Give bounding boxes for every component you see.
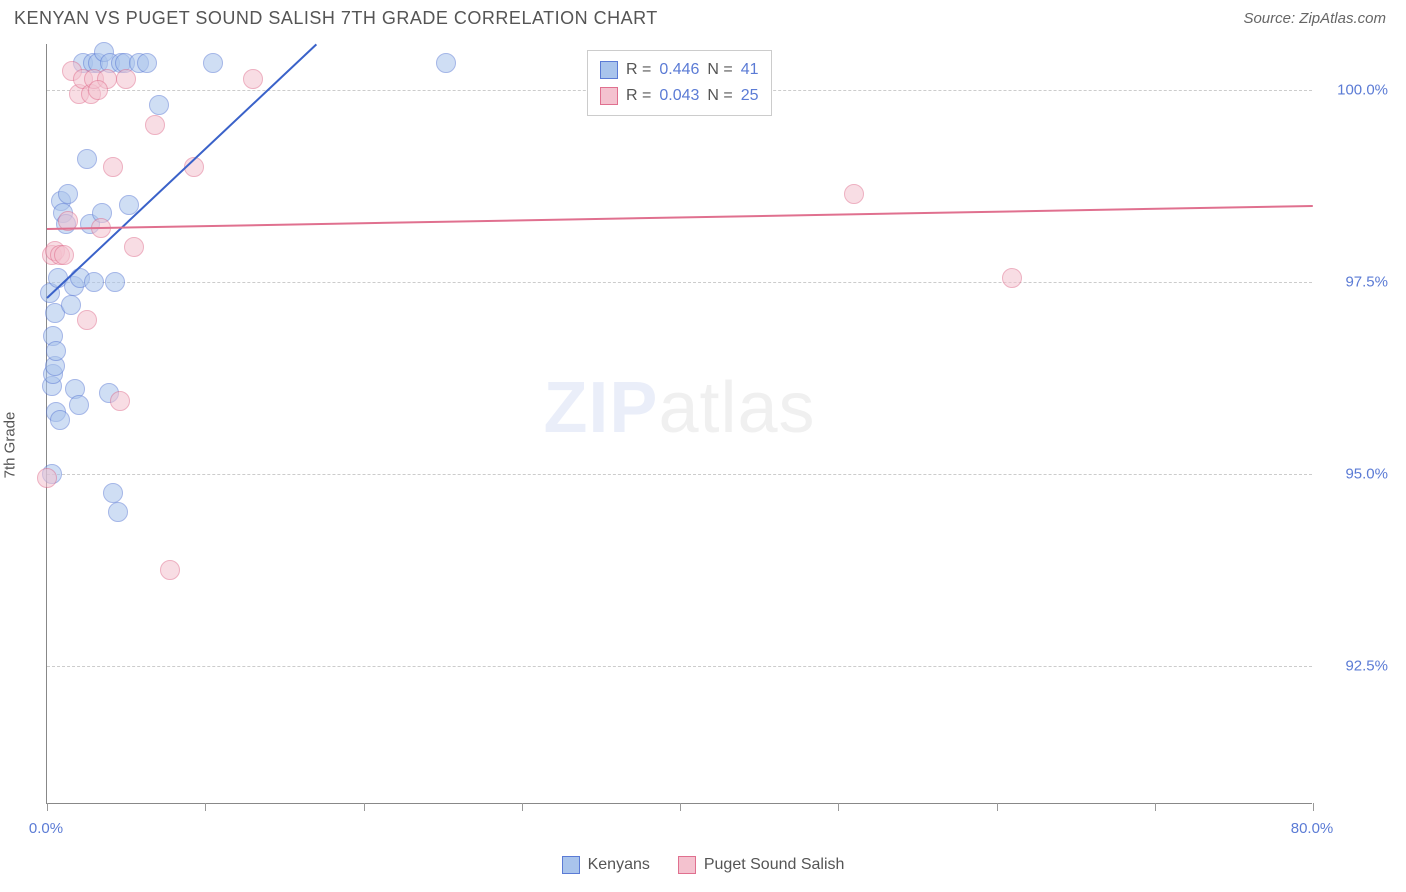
y-tick-label: 92.5% [1320,657,1388,674]
y-tick-label: 100.0% [1320,82,1388,99]
gridline [47,666,1312,667]
stats-label: R = [626,87,651,105]
stats-r-value: 0.043 [659,87,699,105]
x-tick-label: 80.0% [1291,820,1334,837]
data-point [436,53,456,73]
source-label: Source: ZipAtlas.com [1243,10,1386,27]
stats-n-value: 25 [741,87,759,105]
x-tick [47,803,48,811]
x-tick-label: 0.0% [29,820,63,837]
data-point [243,69,263,89]
gridline [47,282,1312,283]
data-point [50,410,70,430]
legend-swatch [600,61,618,79]
stats-n-value: 41 [741,61,759,79]
x-tick [364,803,365,811]
data-point [46,341,66,361]
data-point [116,69,136,89]
chart-container: 7th Grade ZIPatlas 92.5%95.0%97.5%100.0%… [14,44,1392,846]
stats-row: R = 0.446 N = 41 [600,57,759,83]
data-point [844,184,864,204]
data-point [149,95,169,115]
data-point [88,80,108,100]
y-axis-label: 7th Grade [2,412,19,479]
trend-line [47,205,1313,230]
data-point [58,184,78,204]
data-point [84,272,104,292]
x-tick [838,803,839,811]
data-point [203,53,223,73]
x-tick [1313,803,1314,811]
legend-swatch [678,856,696,874]
data-point [110,391,130,411]
data-point [69,395,89,415]
data-point [61,295,81,315]
legend-swatch [600,87,618,105]
gridline [47,474,1312,475]
legend: Kenyans Puget Sound Salish [14,856,1392,874]
data-point [124,237,144,257]
data-point [77,310,97,330]
stats-label: N = [707,87,732,105]
watermark: ZIPatlas [543,367,815,449]
x-tick [1155,803,1156,811]
legend-item: Puget Sound Salish [678,856,845,874]
data-point [145,115,165,135]
legend-item: Kenyans [562,856,650,874]
data-point [37,468,57,488]
x-tick [997,803,998,811]
stats-row: R = 0.043 N = 25 [600,83,759,109]
y-tick-label: 97.5% [1320,273,1388,290]
data-point [77,149,97,169]
data-point [103,157,123,177]
stats-label: R = [626,61,651,79]
data-point [108,502,128,522]
y-tick-label: 95.0% [1320,465,1388,482]
stats-box: R = 0.446 N = 41 R = 0.043 N = 25 [587,50,772,116]
x-tick [205,803,206,811]
data-point [160,560,180,580]
plot-area: ZIPatlas 92.5%95.0%97.5%100.0% R = 0.446… [46,44,1312,804]
data-point [103,483,123,503]
data-point [1002,268,1022,288]
stats-label: N = [707,61,732,79]
legend-label: Puget Sound Salish [704,856,845,874]
data-point [105,272,125,292]
legend-swatch [562,856,580,874]
stats-r-value: 0.446 [659,61,699,79]
data-point [137,53,157,73]
data-point [54,245,74,265]
chart-title: KENYAN VS PUGET SOUND SALISH 7TH GRADE C… [14,8,658,29]
x-tick [522,803,523,811]
x-tick [680,803,681,811]
legend-label: Kenyans [588,856,650,874]
